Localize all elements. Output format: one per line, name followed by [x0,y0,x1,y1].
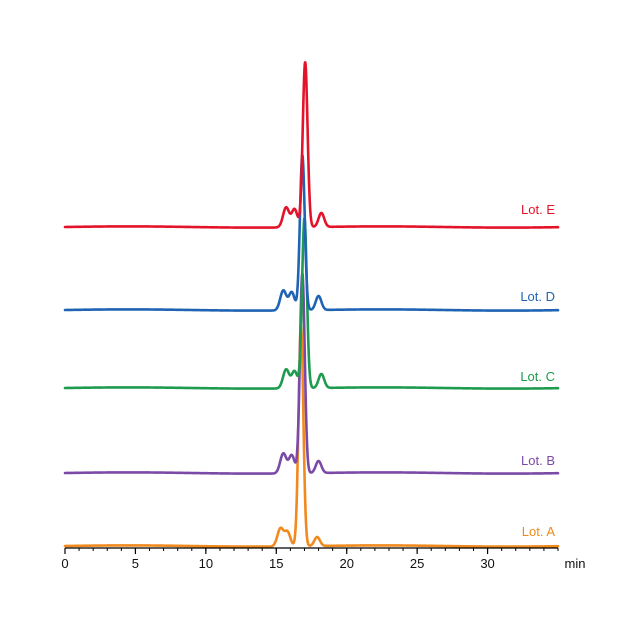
series-trace-lot-d [63,154,560,312]
series-label: Lot. A [522,524,556,539]
x-tick-label: 5 [132,556,139,571]
x-tick-label: 10 [199,556,213,571]
x-axis: 0 5 10 15 20 25 30 min [61,547,586,571]
x-tick-label: 0 [61,556,68,571]
series-label: Lot. D [520,289,555,304]
series-trace-lot-e [63,61,560,229]
series-trace-lot-b [63,272,560,475]
x-tick-labels: 0 5 10 15 20 25 30 [61,556,494,571]
series-traces [63,61,560,548]
series-label: Lot. E [521,202,555,217]
series-trace-lot-c [63,216,560,390]
x-tick-label: 30 [480,556,494,571]
series-label: Lot. C [520,369,555,384]
series-trace-lot-a [63,325,560,548]
series-label: Lot. B [521,453,555,468]
x-tick-label: 20 [339,556,353,571]
x-tick-label: 15 [269,556,283,571]
x-unit-label: min [565,556,586,571]
series-labels: Lot. A Lot. B Lot. C Lot. D Lot. E [520,202,555,539]
x-tick-label: 25 [410,556,424,571]
x-major-ticks [64,548,489,554]
